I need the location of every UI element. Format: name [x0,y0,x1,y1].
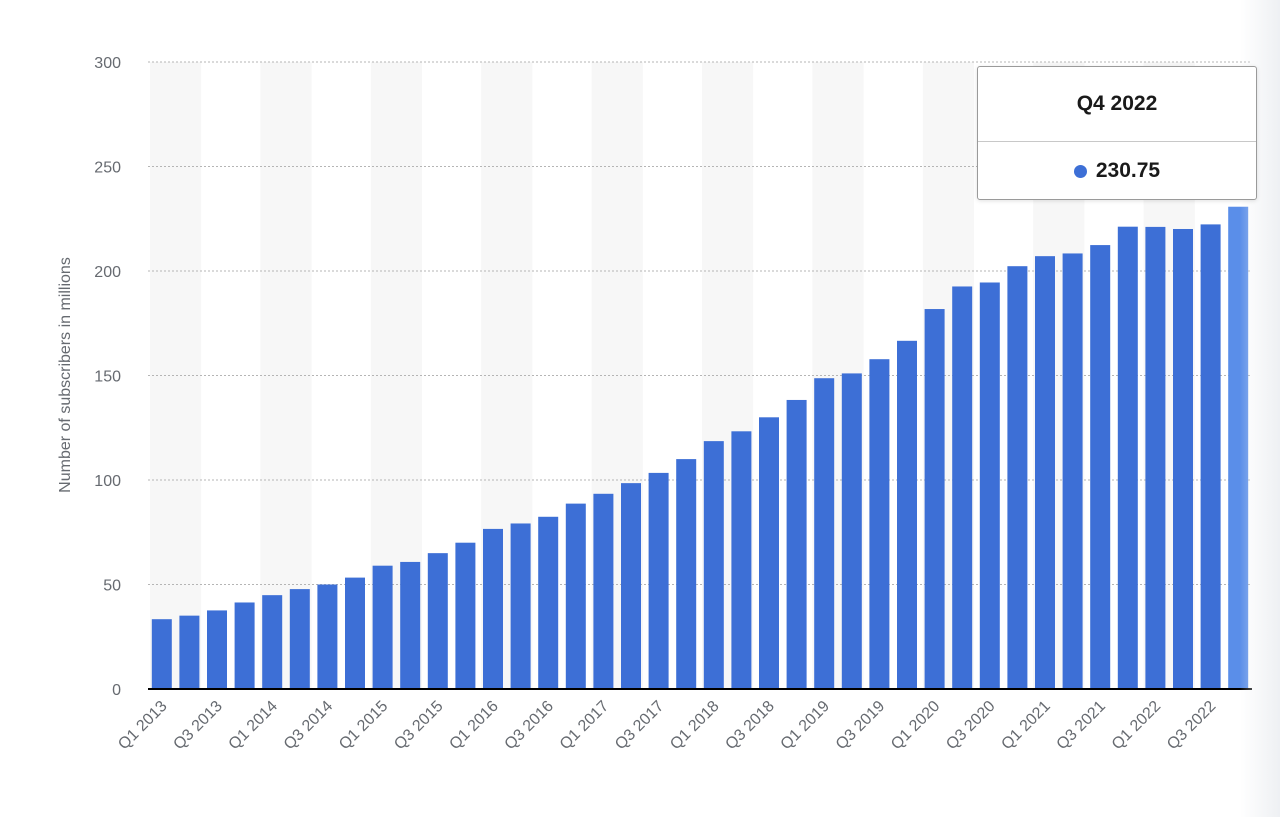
bar[interactable] [1117,226,1138,689]
bar[interactable] [1007,266,1028,689]
bar[interactable] [703,441,724,689]
bar[interactable] [262,595,283,689]
bar[interactable] [952,286,973,689]
data-tooltip: Q4 2022 230.75 [977,66,1257,200]
bar[interactable] [234,602,255,689]
y-tick-label: 150 [94,369,121,386]
bar[interactable] [1145,226,1166,689]
bar[interactable] [621,483,641,689]
x-tick-label: Q3 2019 [833,698,888,753]
bar[interactable] [1090,245,1111,690]
bar[interactable] [1173,228,1193,689]
y-tick-label: 300 [94,55,121,72]
bar[interactable] [565,503,586,689]
y-axis-title: Number of subscribers in millions [57,257,74,493]
x-tick-label: Q3 2015 [391,698,446,753]
bar[interactable] [427,553,448,689]
x-tick-label: Q3 2017 [612,698,667,753]
bar[interactable] [151,619,172,689]
tooltip-value: 230.75 [1095,159,1161,182]
bar[interactable] [510,523,531,689]
bar[interactable] [1062,253,1083,689]
bar[interactable] [345,577,365,689]
x-tick-label: Q1 2015 [336,698,391,753]
bar[interactable] [289,589,310,689]
bar[interactable] [648,472,669,689]
bar[interactable] [1200,224,1221,689]
x-tick-label: Q3 2020 [943,698,998,753]
tooltip-value-row: 230.75 [978,142,1256,200]
x-tick-label: Q1 2013 [115,698,170,753]
bar[interactable] [731,431,752,689]
x-tick-label: Q3 2022 [1164,698,1219,753]
bar[interactable] [317,584,338,690]
x-tick-label: Q1 2022 [1109,698,1164,753]
x-tick-label: Q1 2020 [888,698,943,753]
x-tick-label: Q1 2019 [778,698,833,753]
bar[interactable] [207,610,227,689]
series-dot-icon [1073,164,1087,178]
bar[interactable] [676,459,697,689]
bar[interactable] [1035,256,1055,689]
y-tick-label: 200 [94,264,121,281]
bar[interactable] [372,565,393,689]
bar[interactable] [593,493,614,689]
bar[interactable] [814,378,835,689]
bar[interactable] [979,282,1000,689]
x-tick-label: Q3 2014 [281,698,336,753]
y-tick-label: 50 [103,578,121,595]
bar[interactable] [179,615,200,689]
x-tick-label: Q3 2021 [1054,698,1109,753]
y-axis-ticks: 0 50 100 150 200 250 300 [94,55,121,699]
bar[interactable] [869,359,890,689]
bars [151,206,1249,690]
bar[interactable] [538,516,559,689]
x-tick-label: Q1 2018 [667,698,722,753]
bar[interactable] [400,561,421,689]
x-axis-ticks: Q1 2013 Q3 2013 Q1 2014 Q3 2014 Q1 2015 Q3 20… [115,698,1219,753]
x-tick-label: Q3 2018 [722,698,777,753]
y-tick-label: 100 [94,473,121,490]
x-tick-label: Q1 2014 [226,698,281,753]
x-tick-label: Q1 2021 [998,698,1053,753]
bar[interactable] [841,373,862,689]
x-tick-label: Q1 2017 [557,698,612,753]
x-tick-label: Q1 2016 [446,698,501,753]
x-tick-label: Q3 2013 [170,698,225,753]
bar[interactable] [786,399,807,689]
bar[interactable] [897,340,917,689]
tooltip-title: Q4 2022 [978,67,1256,142]
bar[interactable] [483,528,503,689]
y-tick-label: 250 [94,160,121,177]
bar[interactable] [455,542,476,689]
bar[interactable] [924,309,945,689]
y-tick-label: 0 [112,682,121,699]
bar[interactable] [759,417,779,689]
x-tick-label: Q3 2016 [502,698,557,753]
